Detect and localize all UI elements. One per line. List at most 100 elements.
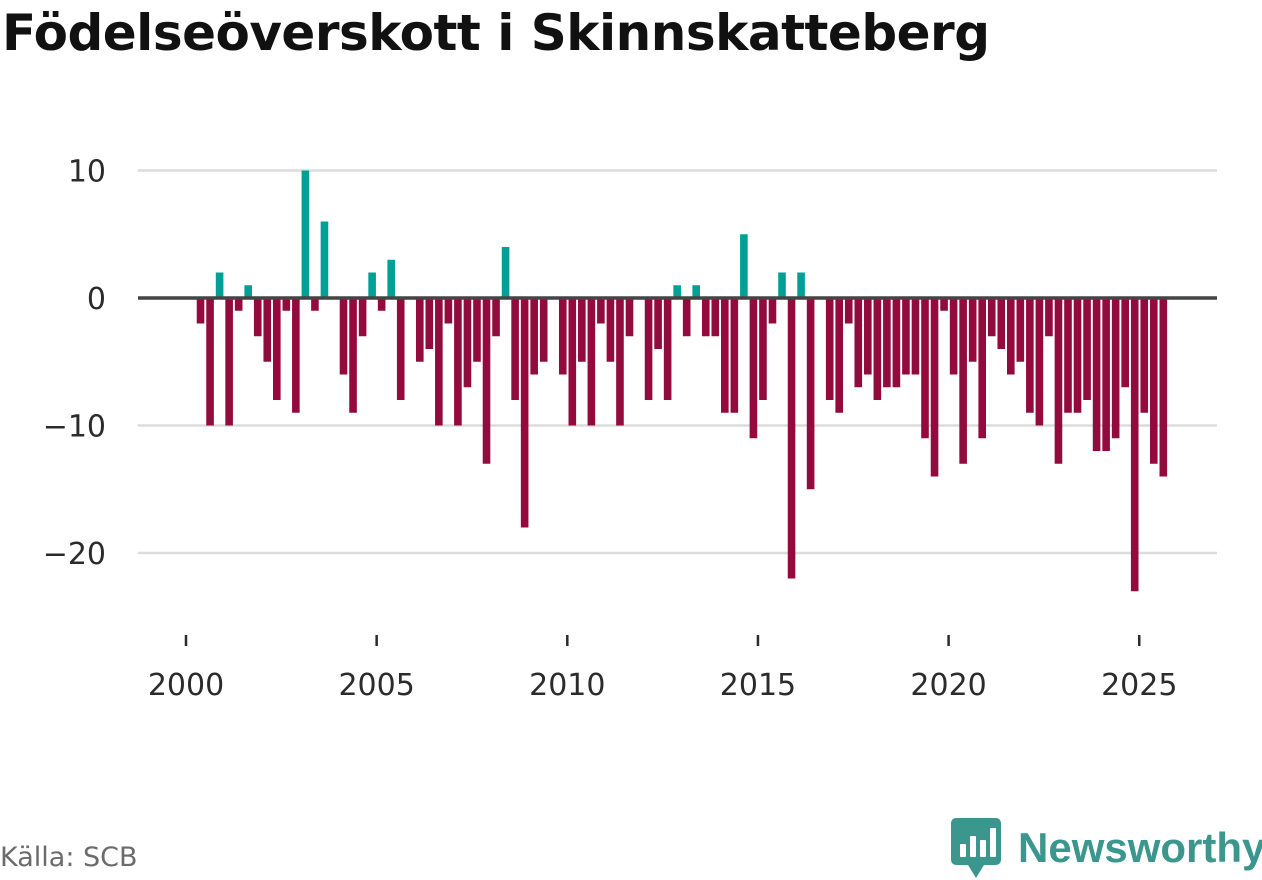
bar xyxy=(721,298,729,413)
bar xyxy=(1007,298,1015,375)
bar xyxy=(1140,298,1149,413)
bar xyxy=(911,298,920,375)
bar xyxy=(530,298,538,375)
bar xyxy=(1045,298,1053,337)
bar xyxy=(1159,298,1168,477)
bar xyxy=(349,298,357,413)
bar xyxy=(244,285,252,298)
bar xyxy=(959,298,967,464)
bar xyxy=(940,298,948,311)
bar xyxy=(987,298,996,337)
bar xyxy=(740,234,748,298)
bar xyxy=(1092,298,1101,451)
bar xyxy=(463,298,472,388)
bar xyxy=(844,298,853,324)
bar xyxy=(759,298,767,400)
x-tick-label: 2000 xyxy=(148,668,224,703)
bar xyxy=(616,298,624,426)
bar xyxy=(825,298,834,400)
bar xyxy=(520,298,529,528)
bar xyxy=(358,298,367,337)
axes: 10 0 −10 −20 2000 2005 2010 2015 2020 2025 xyxy=(43,155,1178,704)
bar xyxy=(749,298,758,439)
bar xyxy=(797,272,805,298)
bar xyxy=(501,247,510,298)
bar xyxy=(597,298,605,324)
bar xyxy=(396,298,405,400)
x-tick-label: 2025 xyxy=(1101,668,1177,703)
chart-title: Födelseöverskott i Skinnskatteberg xyxy=(2,4,990,62)
newsworthy-logo-icon xyxy=(951,818,1001,878)
bar xyxy=(253,298,262,337)
bars xyxy=(196,170,1168,592)
y-tick-label: 0 xyxy=(87,282,106,317)
bar xyxy=(425,298,434,349)
bar xyxy=(234,298,243,311)
bar xyxy=(339,298,348,375)
bar xyxy=(578,298,586,362)
bar xyxy=(473,298,481,362)
bar xyxy=(272,298,281,400)
bar xyxy=(864,298,872,375)
bar xyxy=(1130,298,1139,592)
bar xyxy=(873,298,882,400)
bar xyxy=(492,298,500,337)
bar xyxy=(854,298,863,388)
bar xyxy=(206,298,214,426)
x-tick-label: 2015 xyxy=(720,668,796,703)
bar xyxy=(835,298,844,413)
bar xyxy=(997,298,1006,349)
bar xyxy=(968,298,977,362)
bar xyxy=(1149,298,1158,464)
y-tick-label: −10 xyxy=(43,410,106,445)
source-note: Källa: SCB xyxy=(0,842,138,873)
bar xyxy=(673,285,681,298)
bar xyxy=(883,298,891,388)
bar xyxy=(1073,298,1082,413)
brand[interactable]: Newsworthy xyxy=(950,816,1262,880)
bar xyxy=(1054,298,1063,464)
bar xyxy=(930,298,939,477)
bar xyxy=(301,170,310,298)
bar xyxy=(482,298,491,464)
bar xyxy=(701,298,710,337)
bar xyxy=(292,298,300,413)
bar xyxy=(892,298,901,388)
bar xyxy=(587,298,596,426)
bar xyxy=(682,298,691,337)
bar xyxy=(692,285,701,298)
bar xyxy=(778,272,786,298)
bar xyxy=(1026,298,1034,413)
bar xyxy=(711,298,720,337)
bar xyxy=(606,298,615,362)
bar xyxy=(663,298,672,400)
y-tick-label: −20 xyxy=(43,537,106,572)
bar xyxy=(539,298,548,362)
brand-name: Newsworthy xyxy=(1018,824,1262,871)
bar xyxy=(1111,298,1120,439)
bar xyxy=(196,298,205,324)
x-tick-label: 2005 xyxy=(338,668,414,703)
bar xyxy=(768,298,777,324)
bar xyxy=(978,298,986,439)
bar xyxy=(558,298,567,375)
bar xyxy=(435,298,443,426)
bar xyxy=(368,272,376,298)
bar xyxy=(949,298,958,375)
x-tick-label: 2020 xyxy=(910,668,986,703)
bar xyxy=(625,298,634,337)
bar xyxy=(511,298,519,400)
bar xyxy=(454,298,462,426)
bar xyxy=(215,272,224,298)
bar xyxy=(1016,298,1025,362)
bar xyxy=(387,259,395,298)
bar xyxy=(1064,298,1072,413)
bar xyxy=(377,298,386,311)
bar xyxy=(1121,298,1129,388)
bar xyxy=(311,298,319,311)
bar xyxy=(921,298,929,439)
bar xyxy=(225,298,233,426)
bar xyxy=(654,298,662,349)
bar xyxy=(415,298,424,362)
bar xyxy=(282,298,291,311)
